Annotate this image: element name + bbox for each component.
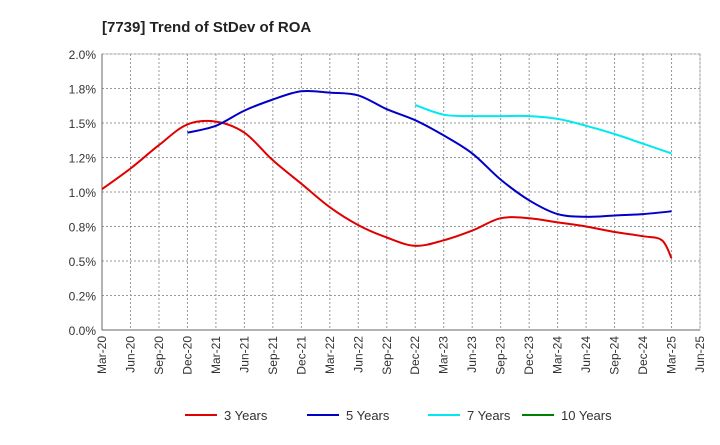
x-tick-label: Sep-20 bbox=[152, 336, 166, 375]
series-lines bbox=[101, 89, 673, 259]
series-line-3-years bbox=[101, 119, 673, 259]
legend-label: 7 Years bbox=[467, 408, 511, 423]
x-tick-label: Jun-23 bbox=[465, 336, 479, 373]
x-tick-label: Mar-25 bbox=[665, 336, 679, 374]
legend-label: 10 Years bbox=[561, 408, 612, 423]
x-tick-label: Sep-22 bbox=[380, 336, 394, 375]
y-tick-label: 2.0% bbox=[69, 48, 97, 62]
x-tick-label: Dec-22 bbox=[408, 336, 422, 375]
y-tick-label: 1.5% bbox=[69, 117, 97, 131]
x-tick-label: Dec-21 bbox=[294, 336, 308, 375]
y-tick-label: 0.8% bbox=[69, 221, 97, 235]
x-tick-label: Mar-24 bbox=[551, 336, 565, 374]
legend: 3 Years 5 Years 7 Years 10 Years bbox=[185, 408, 612, 423]
plot-area bbox=[101, 53, 701, 331]
x-tick-label: Jun-22 bbox=[351, 336, 365, 373]
x-tick-label: Jun-24 bbox=[579, 336, 593, 373]
axes: 0.0% 0.2% 0.5% 0.8% 1.0% 1.2% 1.5% 1.8% 2.0% Mar-… bbox=[69, 48, 707, 375]
legend-label: 3 Years bbox=[224, 408, 268, 423]
x-tick-label: Mar-21 bbox=[209, 336, 223, 374]
x-tick-label: Mar-22 bbox=[323, 336, 337, 374]
x-tick-label: Dec-24 bbox=[636, 336, 650, 375]
chart-title: [7739] Trend of StDev of ROA bbox=[102, 19, 311, 36]
y-tick-label: 0.5% bbox=[69, 255, 97, 269]
x-tick-label: Sep-24 bbox=[608, 336, 622, 375]
series-line-5-years bbox=[187, 89, 672, 218]
x-tick-label: Mar-20 bbox=[95, 336, 109, 374]
x-tick-label: Jun-20 bbox=[123, 336, 137, 373]
x-tick-label: Dec-23 bbox=[522, 336, 536, 375]
y-tick-label: 0.2% bbox=[69, 290, 97, 304]
legend-label: 5 Years bbox=[346, 408, 390, 423]
series-line-7-years bbox=[414, 104, 672, 155]
y-tick-label: 1.2% bbox=[69, 152, 97, 166]
x-tick-label: Dec-20 bbox=[180, 336, 194, 375]
x-tick-label: Sep-21 bbox=[266, 336, 280, 375]
y-tick-label: 1.8% bbox=[69, 83, 97, 97]
x-tick-label: Sep-23 bbox=[494, 336, 508, 375]
x-tick-label: Mar-23 bbox=[437, 336, 451, 374]
y-tick-label: 1.0% bbox=[69, 186, 97, 200]
y-tick-label: 0.0% bbox=[69, 324, 97, 338]
x-tick-label: Jun-25 bbox=[693, 336, 707, 373]
x-tick-label: Jun-21 bbox=[237, 336, 251, 373]
